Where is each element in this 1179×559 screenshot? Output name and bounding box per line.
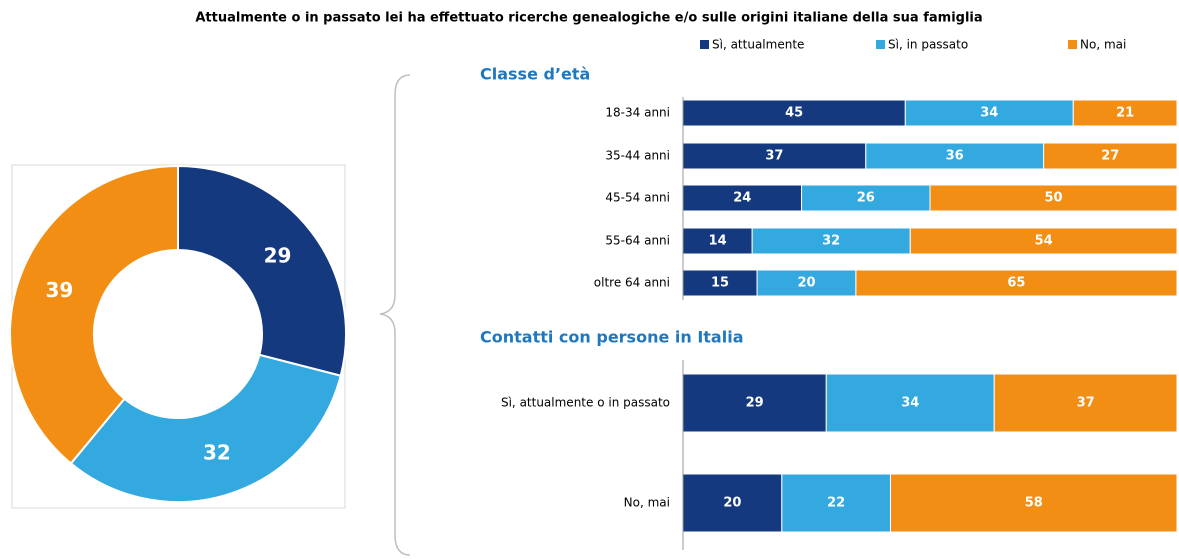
data-label: 20: [797, 276, 815, 291]
donut-slice: [9, 164, 179, 465]
data-label: 54: [1035, 234, 1053, 249]
legend-label: Sì, in passato: [888, 38, 968, 52]
bar-segment: [801, 184, 931, 212]
chart-title: Classe d’età: [480, 65, 590, 84]
data-label: 34: [980, 106, 998, 121]
data-label: 24: [733, 191, 751, 206]
data-label: 22: [827, 496, 845, 511]
data-label: 32: [822, 234, 840, 249]
data-label: 37: [1077, 396, 1095, 411]
data-label: 39: [46, 278, 74, 302]
data-label: 29: [746, 396, 764, 411]
data-label: 26: [857, 191, 875, 206]
category-label: Sì, attualmente o in passato: [501, 396, 670, 410]
bar-segment: [904, 99, 1074, 127]
data-label: 36: [946, 149, 964, 164]
category-label: No, mai: [624, 496, 670, 510]
donut-slice: [177, 164, 347, 377]
data-label: 32: [203, 440, 231, 464]
main-title: Attualmente o in passato lei ha effettua…: [195, 11, 982, 26]
legend-swatch: [1068, 40, 1077, 49]
bar-segment: [682, 373, 827, 433]
bar-segment: [993, 373, 1178, 433]
bar-segment: [682, 227, 753, 255]
data-label: 58: [1025, 496, 1043, 511]
brace: [379, 74, 411, 556]
data-label: 15: [711, 276, 729, 291]
bar-segment: [756, 269, 857, 297]
legend-swatch: [876, 40, 885, 49]
bar-segment: [682, 99, 906, 127]
bar-segment: [825, 373, 995, 433]
data-label: 50: [1044, 191, 1062, 206]
bar-segment: [909, 227, 1178, 255]
legend-label: No, mai: [1080, 38, 1126, 52]
data-label: 21: [1116, 106, 1134, 121]
category-label: 18-34 anni: [605, 106, 670, 120]
legend-label: Sì, attualmente: [712, 38, 804, 52]
data-label: 20: [723, 496, 741, 511]
category-label: 45-54 anni: [605, 191, 670, 205]
bar-segment: [929, 184, 1178, 212]
bar-segment: [889, 473, 1178, 533]
bar-segment: [682, 184, 803, 212]
data-label: 45: [785, 106, 803, 121]
legend-swatch: [700, 40, 709, 49]
bar-segment: [1072, 99, 1178, 127]
data-label: 29: [264, 243, 292, 267]
data-label: 34: [901, 396, 919, 411]
bar-segment: [682, 473, 783, 533]
category-label: oltre 64 anni: [594, 276, 670, 290]
data-label: 14: [709, 234, 727, 249]
data-label: 27: [1101, 149, 1119, 164]
category-label: 55-64 anni: [605, 234, 670, 248]
data-label: 37: [765, 149, 783, 164]
bar-segment: [682, 269, 758, 297]
data-label: 65: [1007, 276, 1025, 291]
bar-segment: [781, 473, 891, 533]
bar-segment: [1043, 142, 1178, 170]
bar-segment: [855, 269, 1178, 297]
donut-slice: [69, 353, 342, 503]
category-label: 35-44 anni: [605, 149, 670, 163]
chart-title: Contatti con persone in Italia: [480, 328, 744, 347]
